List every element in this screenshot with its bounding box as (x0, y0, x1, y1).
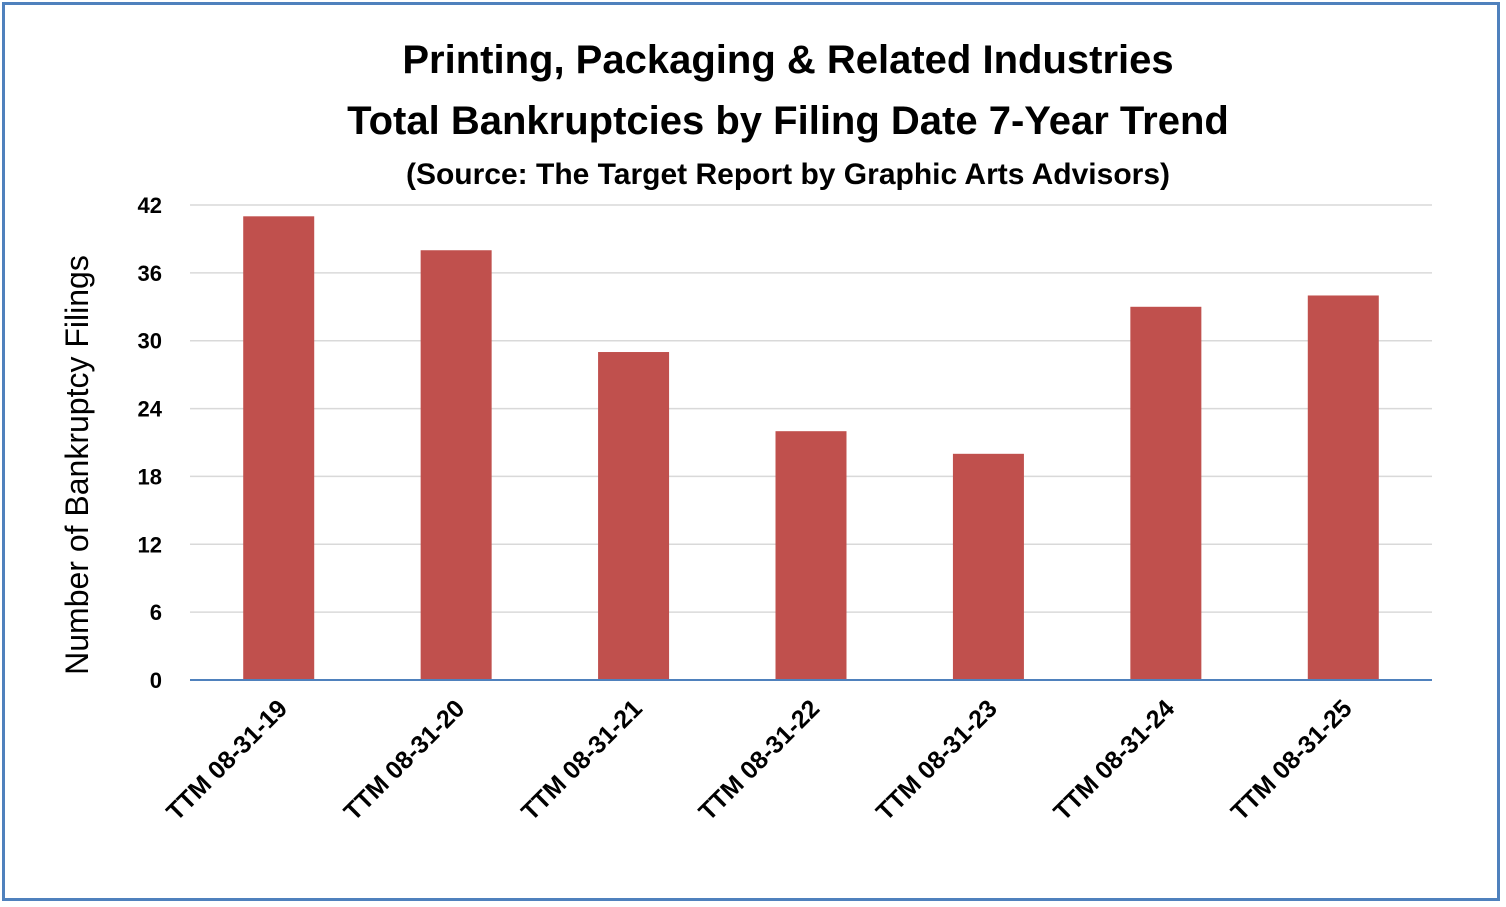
y-tick-label: 12 (138, 532, 162, 557)
y-tick-label: 6 (150, 600, 162, 625)
y-tick-label: 42 (138, 193, 162, 218)
bar (775, 431, 847, 680)
x-tick-label: TTM 08-31-22 (693, 694, 825, 826)
y-tick-label: 24 (138, 397, 163, 422)
y-tick-label: 18 (138, 464, 162, 489)
y-tick-label: 36 (138, 261, 162, 286)
y-axis-label: Number of Bankruptcy Filings (59, 255, 95, 675)
y-tick-label: 30 (138, 329, 162, 354)
bar (1307, 295, 1379, 680)
bar (952, 453, 1024, 680)
x-tick-label: TTM 08-31-19 (161, 694, 293, 826)
bar (420, 250, 492, 680)
bar (598, 352, 670, 680)
chart-source: (Source: The Target Report by Graphic Ar… (406, 158, 1170, 191)
x-tick-label: TTM 08-31-23 (871, 694, 1003, 826)
x-tick-label: TTM 08-31-21 (516, 694, 648, 826)
chart-title: Printing, Packaging & Related Industries (402, 38, 1173, 82)
y-tick-label: 0 (150, 668, 162, 693)
x-tick-label: TTM 08-31-25 (1226, 694, 1358, 826)
x-tick-label: TTM 08-31-20 (339, 694, 471, 826)
bar (1130, 306, 1202, 680)
x-tick-label: TTM 08-31-24 (1048, 694, 1180, 826)
chart-subtitle: Total Bankruptcies by Filing Date 7-Year… (347, 99, 1229, 143)
bar (243, 216, 315, 681)
